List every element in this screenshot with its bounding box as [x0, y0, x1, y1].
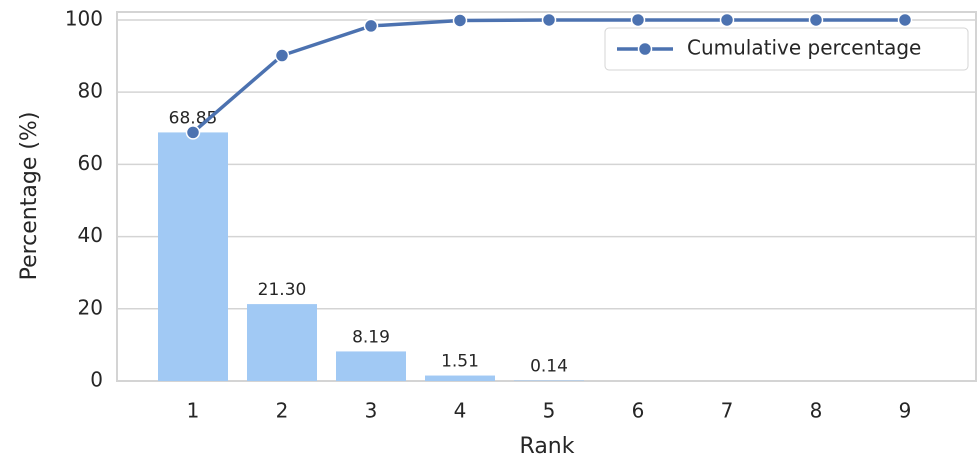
- legend-marker: [637, 41, 653, 57]
- line-marker: [630, 12, 646, 28]
- legend-box: [604, 27, 969, 71]
- y-tick-label: 80: [78, 79, 103, 103]
- y-tick-label: 20: [78, 295, 103, 319]
- x-tick-label: 1: [187, 399, 200, 423]
- line-marker: [185, 125, 201, 140]
- value-label: 21.30: [258, 280, 307, 300]
- x-tick-label: 2: [276, 399, 289, 423]
- line-marker: [274, 48, 290, 63]
- x-tick-label: 5: [543, 399, 556, 423]
- bar: [247, 304, 317, 381]
- x-axis-label: Rank: [520, 434, 575, 459]
- x-tick-label: 4: [454, 399, 467, 423]
- line-marker: [363, 18, 379, 34]
- x-tick-label: 8: [810, 399, 823, 423]
- value-label: 0.14: [530, 356, 568, 376]
- line-marker: [719, 12, 735, 28]
- x-tick-label: 7: [721, 399, 734, 423]
- bar: [425, 375, 495, 381]
- value-label: 1.51: [441, 352, 479, 372]
- legend-label: Cumulative percentage: [687, 36, 921, 60]
- line-marker: [897, 12, 913, 28]
- line-marker: [541, 12, 557, 28]
- x-tick-label: 6: [632, 399, 645, 423]
- bar: [514, 380, 584, 381]
- line-marker: [452, 13, 468, 28]
- bar: [158, 132, 228, 381]
- y-tick-label: 0: [90, 368, 103, 392]
- x-tick-label: 3: [365, 399, 378, 423]
- line-marker: [808, 12, 824, 28]
- y-axis-label: Percentage (%): [17, 112, 42, 281]
- legend: Cumulative percentage: [604, 27, 969, 71]
- y-tick-label: 100: [65, 6, 103, 30]
- x-tick-label: 9: [899, 399, 912, 423]
- bar: [336, 351, 406, 381]
- y-tick-label: 60: [78, 151, 103, 175]
- value-label: 8.19: [352, 327, 390, 347]
- y-tick-label: 40: [78, 223, 103, 247]
